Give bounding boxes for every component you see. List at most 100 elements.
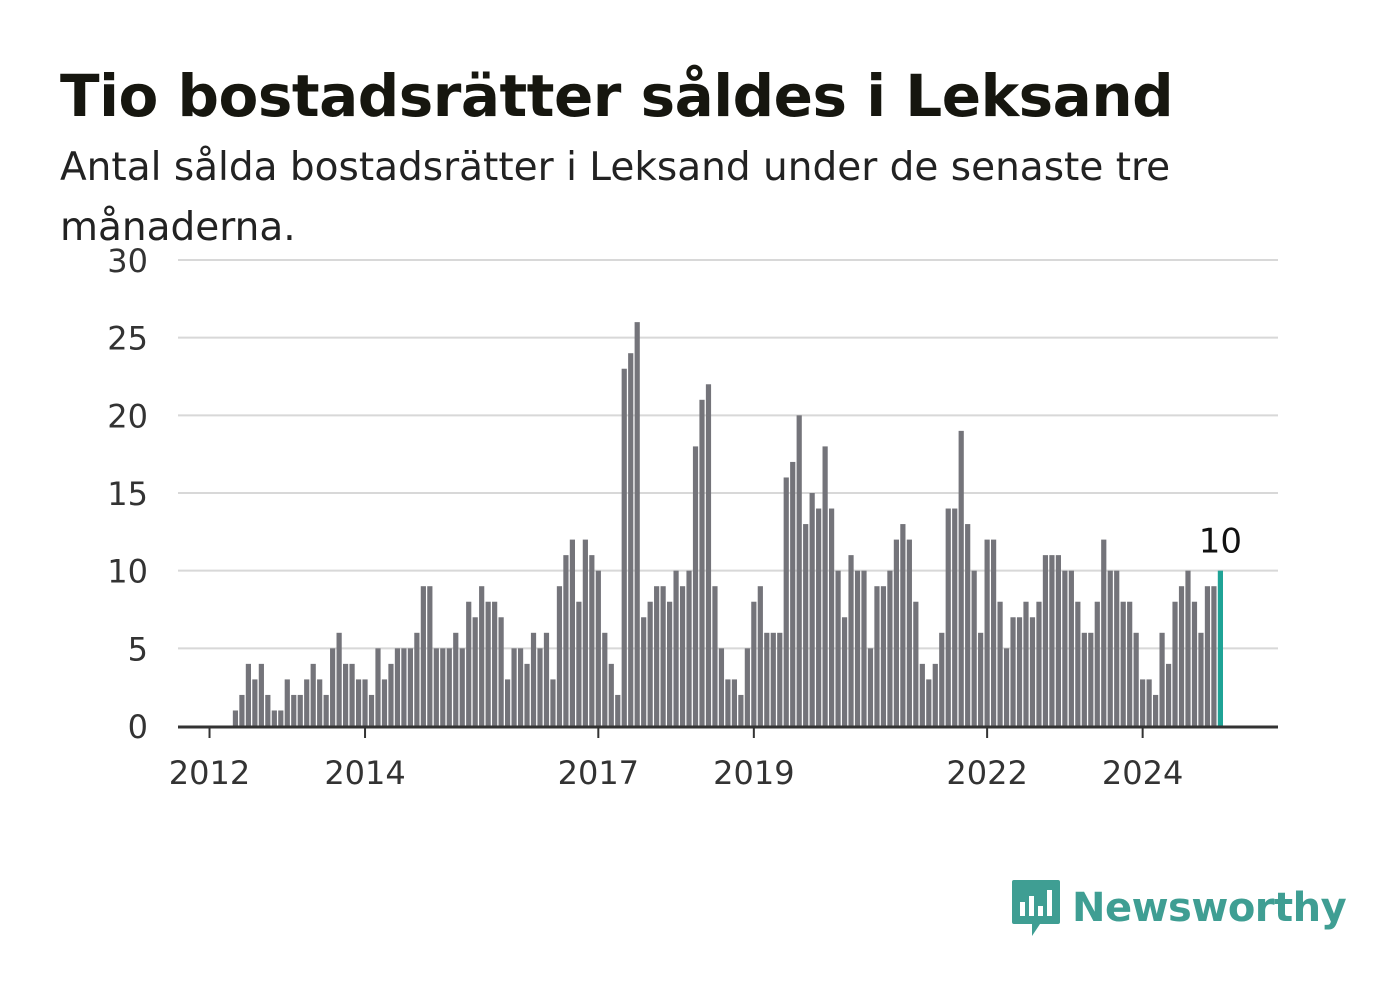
bar [816,508,822,726]
bar [595,570,601,726]
bar [1081,632,1087,726]
bar [336,632,342,726]
bar [654,586,660,726]
bar [492,601,498,726]
bar [310,663,316,726]
bar [978,632,984,726]
bar [1068,570,1074,726]
bar [790,461,796,726]
bar [1185,570,1191,726]
bar [1178,586,1185,726]
bar [854,570,861,726]
bar [433,648,439,726]
bar [1003,648,1010,726]
bar [1055,555,1061,726]
x-axis: 2012 2014 2017 2019 2022 2024 [169,725,1278,792]
bar [679,586,686,726]
bar [291,694,297,726]
bar [343,663,349,726]
bar [582,539,588,726]
bar [1133,632,1139,726]
bar [848,555,854,726]
bar [699,399,705,726]
bar [1029,617,1036,726]
bar [1088,632,1094,726]
bar [731,679,737,726]
bar [414,632,420,726]
newsworthy-logo: Newsworthy [1010,878,1347,938]
x-tick-label: 2022 [946,754,1027,792]
bar [1140,679,1146,726]
bar [466,601,472,726]
bar [1049,555,1055,726]
chart-title: Tio bostadsrätter såldes i Leksand [60,62,1174,130]
bar [1023,601,1029,726]
bar [330,648,336,726]
bar [1153,694,1159,726]
bar [1165,663,1172,726]
bar [1036,601,1042,726]
bar [1114,570,1120,726]
bar [841,617,848,726]
bar [459,648,465,726]
bar [1217,570,1223,726]
bar [1062,570,1068,726]
bar [641,617,647,726]
bar [965,524,971,726]
bar [712,586,718,726]
bar [757,586,763,726]
bar [796,415,802,726]
bar [569,539,575,726]
bar [770,632,776,726]
bar [556,586,563,726]
y-tick-label: 0 [128,708,148,746]
bar [991,539,997,726]
bar [239,694,245,726]
bar [1127,601,1133,726]
annotations: 10 [1199,522,1242,562]
bar [258,663,264,726]
brand-name: Newsworthy [1072,885,1347,931]
bar [472,617,478,726]
bar [764,632,770,726]
bar [738,694,744,726]
bar [751,601,757,726]
bar [1010,617,1016,726]
bar [822,446,828,726]
bar [984,539,990,726]
bar [543,632,550,726]
bar [667,601,673,726]
bar [375,648,381,726]
y-tick-label: 10 [107,553,148,591]
x-tick-label: 2014 [324,754,405,792]
bar [1075,601,1081,726]
bar [958,430,964,726]
bar [647,601,653,726]
bar [634,322,640,726]
bar [893,539,899,726]
bar [608,663,614,726]
bar [803,524,809,726]
bar [887,570,893,726]
bar [550,679,556,726]
bar [971,570,977,726]
bar [355,679,362,726]
y-axis-ticks: 0 5 10 15 20 25 30 [107,242,148,746]
bar [861,570,867,726]
bar [602,632,608,726]
bar [660,586,666,726]
bar [498,617,504,726]
bar [401,648,407,726]
bar [317,679,323,726]
bar [906,539,912,726]
bar [1042,555,1049,726]
bar [900,524,906,726]
bar [718,648,725,726]
bar [479,586,485,726]
bar [440,648,446,726]
bar [381,679,388,726]
bar [1159,632,1165,726]
bar [304,679,310,726]
bar [939,632,945,726]
